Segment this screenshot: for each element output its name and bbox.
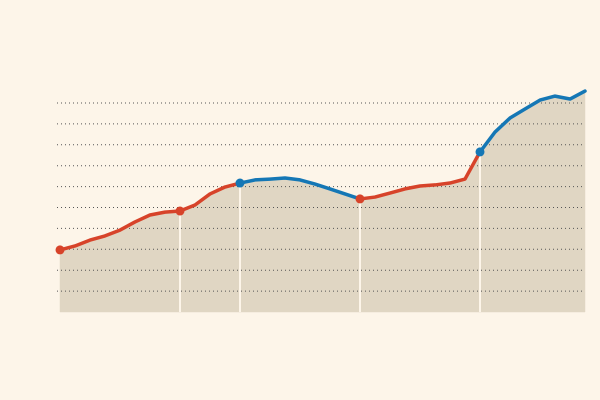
point	[235, 178, 245, 188]
area	[59, 182, 241, 313]
point	[55, 245, 65, 255]
line	[478, 89, 587, 154]
point	[355, 194, 365, 204]
line	[238, 176, 362, 201]
area	[239, 177, 361, 313]
point	[175, 206, 185, 216]
point	[475, 147, 485, 157]
area	[359, 151, 481, 313]
line	[58, 181, 242, 252]
line	[358, 150, 482, 201]
